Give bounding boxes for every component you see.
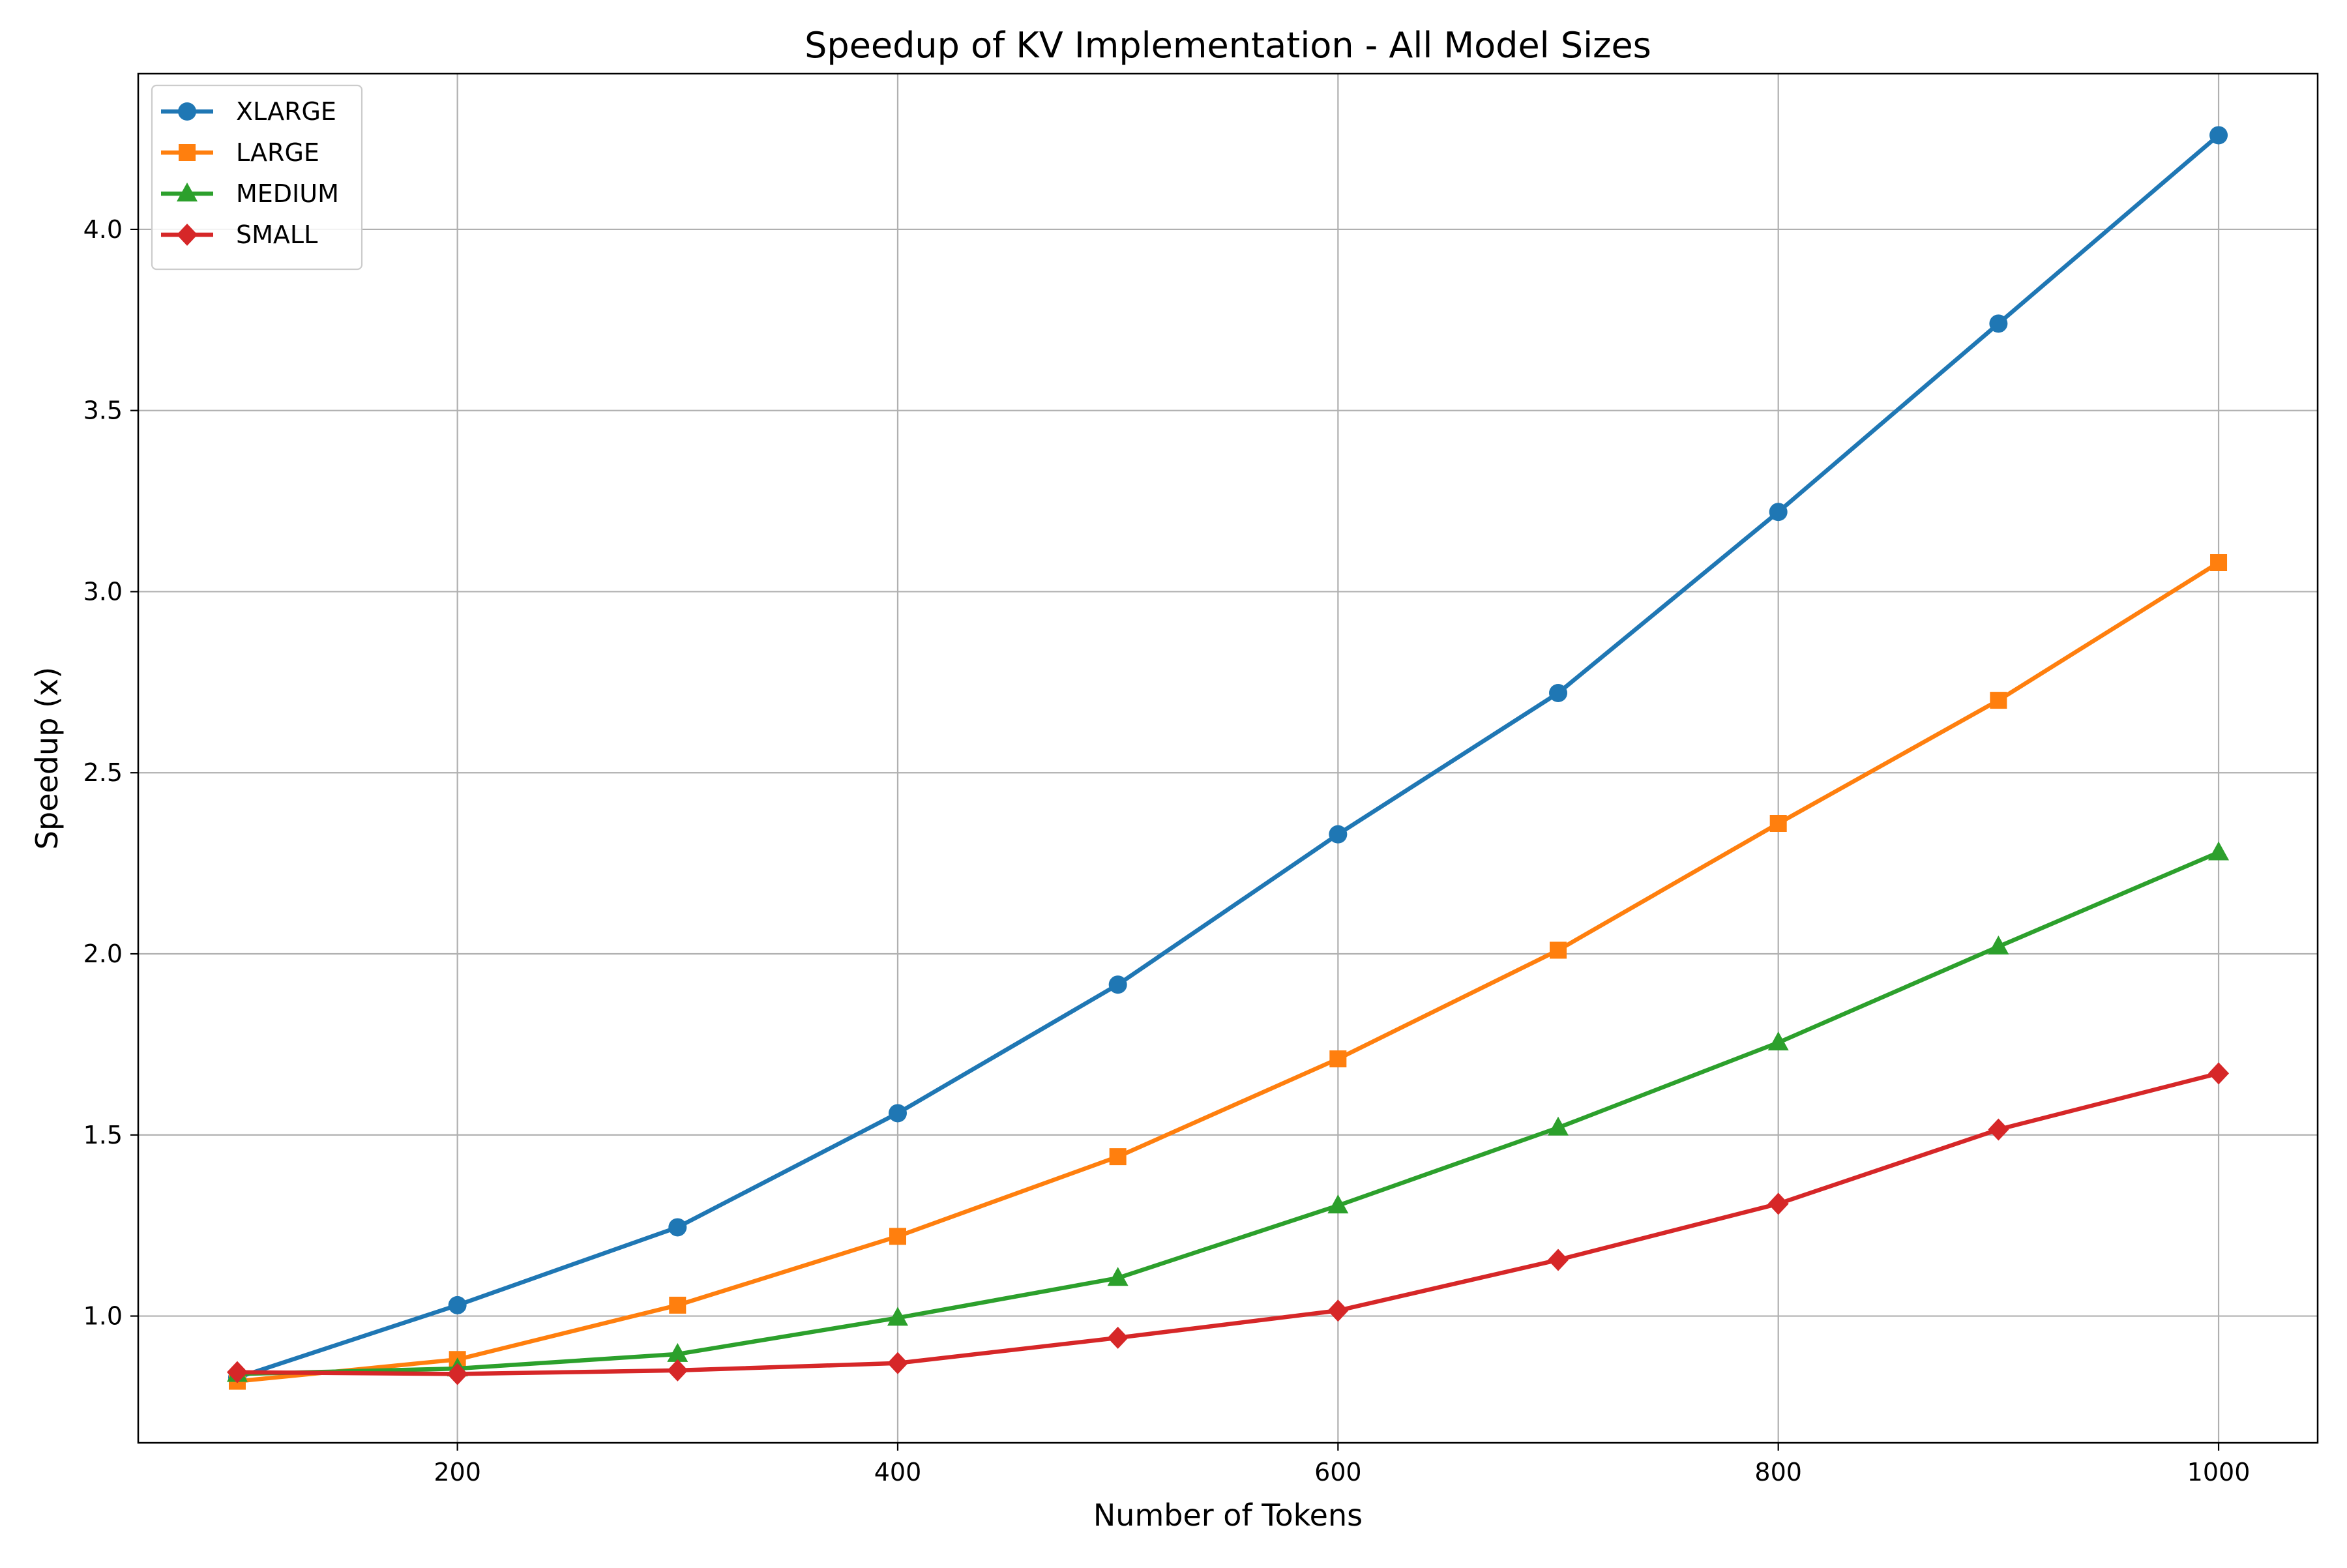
data-point-xlarge [448,1295,467,1314]
data-point-large [1990,692,2007,709]
legend: XLARGE LARGE MEDIUM SMALL [151,84,363,271]
series-layer [226,126,2230,1390]
data-point-small [887,1352,908,1374]
data-point-large [1109,1148,1127,1166]
y-axis-label: Speedup (x) [29,667,65,850]
y-tick-label: 1.0 [83,1302,123,1331]
data-point-large [669,1296,686,1314]
y-tick-label: 3.0 [83,577,123,606]
data-point-medium [667,1342,688,1362]
series-small [226,1062,2230,1385]
series-line-xlarge [234,132,2222,1381]
data-point-large [889,1228,906,1245]
series-line-medium [235,850,2222,1376]
data-point-small [1988,1118,2009,1141]
y-tick-label: 4.0 [83,215,123,244]
y-tick-label: 3.5 [83,396,123,425]
data-point-large [1769,815,1787,832]
data-point-large [1329,1050,1347,1068]
data-point-xlarge [668,1218,687,1237]
legend-marker-large [179,144,196,161]
data-point-xlarge [1549,684,1568,702]
legend-marker-xlarge [178,102,196,121]
legend-box [151,84,363,271]
grid [138,74,2318,1443]
data-point-large [2210,554,2228,571]
x-tick-label: 1000 [2187,1458,2251,1487]
data-point-medium [1327,1194,1349,1214]
data-point-medium [1767,1031,1789,1051]
series-line-small [235,1071,2221,1376]
data-point-medium [2208,841,2230,861]
data-point-medium [887,1307,908,1326]
legend-label-small: SMALL [236,220,317,249]
data-point-medium [1107,1267,1129,1286]
x-tick-label: 800 [1754,1458,1802,1487]
data-point-medium [1988,935,2009,954]
data-point-small [667,1359,688,1382]
x-tick-label: 200 [434,1458,481,1487]
y-tick-label: 2.5 [83,758,123,787]
data-point-small [226,1361,248,1383]
series-large [228,554,2228,1390]
legend-marker-small [177,224,198,246]
x-axis-label: Number of Tokens [1093,1498,1363,1533]
data-point-large [1550,941,1567,959]
plot-area-frame [137,72,2319,1444]
data-point-xlarge [1329,825,1348,844]
data-point-xlarge [1769,503,1788,522]
data-point-small [1107,1326,1129,1349]
data-point-medium [1548,1116,1569,1136]
legend-label-large: LARGE [236,138,319,167]
data-point-small [1548,1249,1569,1271]
y-tick-label: 1.5 [83,1121,123,1149]
chart-title: Speedup of KV Implementation - All Model… [804,25,1651,66]
data-point-small [2208,1062,2230,1085]
data-point-xlarge [1108,975,1127,994]
data-point-small [1327,1299,1349,1322]
data-point-xlarge [2209,126,2228,145]
legend-label-medium: MEDIUM [236,179,339,208]
series-line-large [235,559,2222,1384]
data-point-xlarge [888,1104,907,1123]
x-tick-label: 400 [874,1458,922,1487]
legend-marker-medium [177,183,198,201]
axis-ticks: 200 400 600 800 1000 1.0 1.5 2.0 2.5 3.0 3.5 4.0 [83,215,2251,1487]
x-tick-label: 600 [1314,1458,1362,1487]
legend-label-xlarge: XLARGE [236,97,336,126]
data-point-xlarge [1989,314,2008,333]
data-point-small [447,1363,468,1385]
data-point-small [1767,1192,1789,1215]
y-tick-label: 2.0 [83,939,123,968]
